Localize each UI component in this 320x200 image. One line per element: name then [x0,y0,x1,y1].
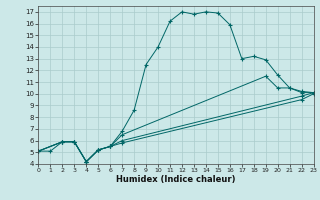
X-axis label: Humidex (Indice chaleur): Humidex (Indice chaleur) [116,175,236,184]
